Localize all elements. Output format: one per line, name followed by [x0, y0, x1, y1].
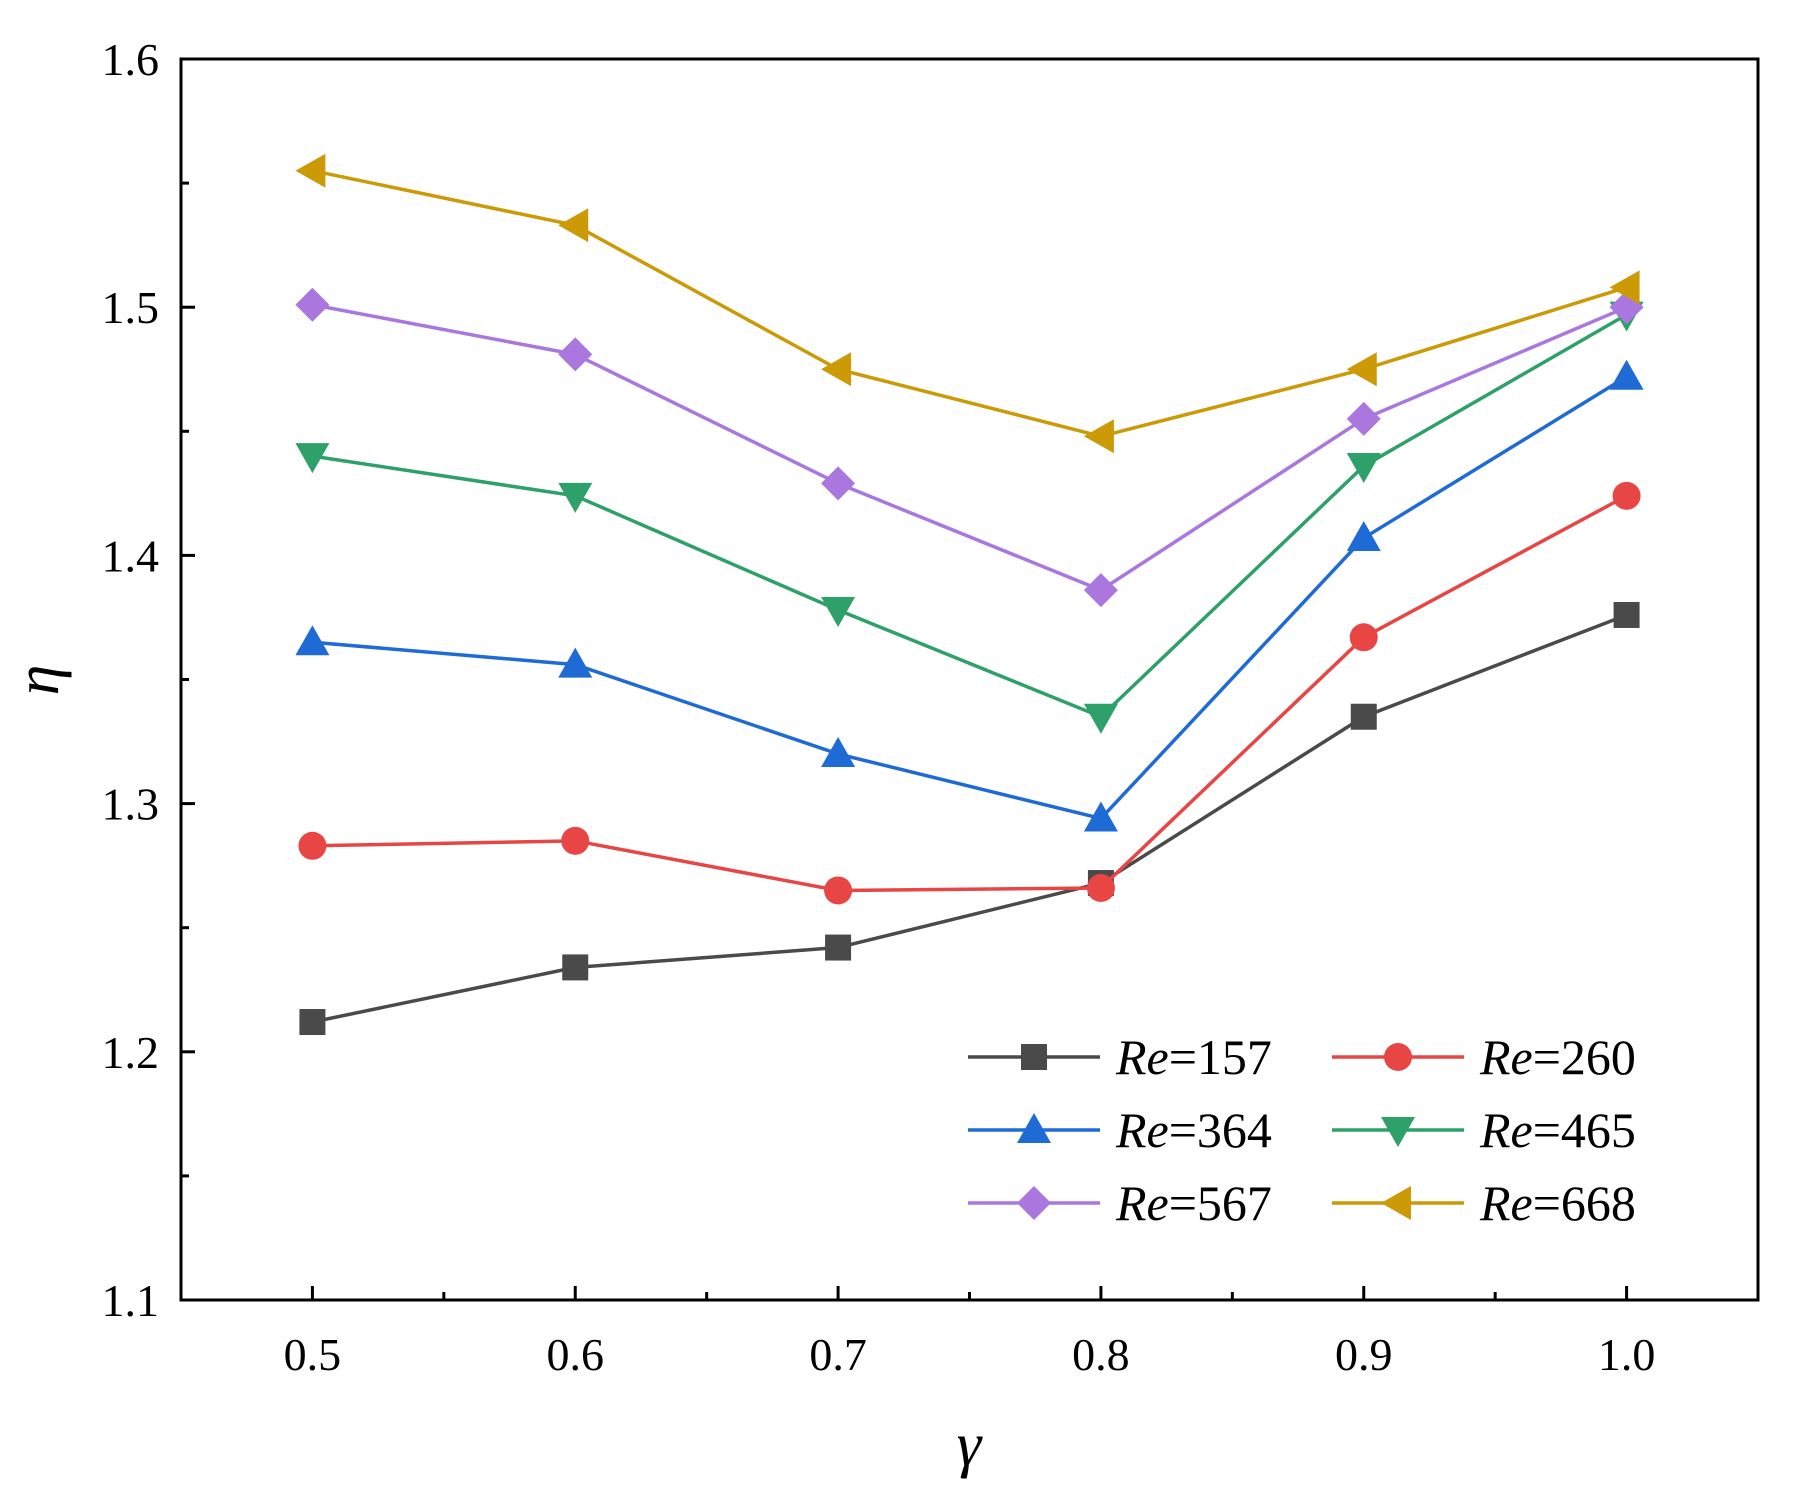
- data-point: [562, 954, 589, 981]
- data-point: [821, 597, 856, 628]
- data-point: [825, 934, 852, 961]
- y-tick-label: 1.3: [102, 779, 160, 830]
- data-point: [299, 1009, 326, 1036]
- legend-item: Re=465: [1332, 1102, 1636, 1158]
- data-point: [295, 153, 326, 188]
- legend-marker: [1381, 1186, 1411, 1220]
- legend-label-value: =465: [1533, 1102, 1636, 1158]
- legend-label: Re=465: [1479, 1102, 1636, 1158]
- data-point: [1609, 270, 1640, 305]
- data-point: [1346, 401, 1381, 436]
- x-tick-label: 0.7: [809, 1329, 867, 1380]
- data-point: [1083, 801, 1118, 832]
- legend-label-value: =364: [1169, 1102, 1272, 1158]
- y-tick-label: 1.1: [102, 1275, 160, 1326]
- data-point: [295, 287, 330, 322]
- data-point: [1349, 623, 1378, 652]
- legend-label-prefix: Re: [1115, 1175, 1169, 1231]
- legend-label-prefix: Re: [1479, 1029, 1533, 1085]
- data-point: [1346, 521, 1381, 552]
- legend-label-prefix: Re: [1479, 1175, 1533, 1231]
- x-axis-title: γ: [957, 1411, 983, 1479]
- series-re-668: [295, 153, 1640, 454]
- series-re-260: [298, 481, 1641, 905]
- series-re-465: [295, 301, 1644, 734]
- series-re-157: [299, 601, 1640, 1036]
- x-tick-label: 1.0: [1598, 1329, 1656, 1380]
- legend-label: Re=567: [1115, 1175, 1272, 1231]
- legend-label-value: =260: [1533, 1029, 1636, 1085]
- data-point: [1350, 703, 1377, 730]
- data-point: [558, 337, 593, 372]
- y-tick-label: 1.5: [102, 282, 160, 333]
- legend-item: Re=157: [968, 1029, 1272, 1085]
- data-point: [1086, 873, 1115, 902]
- data-point: [295, 443, 330, 474]
- data-point: [558, 647, 593, 678]
- data-point: [1609, 359, 1644, 390]
- y-tick-label: 1.6: [102, 34, 160, 85]
- data-point: [1346, 352, 1377, 387]
- legend-label: Re=668: [1479, 1175, 1636, 1231]
- legend-item: Re=260: [1332, 1029, 1636, 1085]
- legend-label-prefix: Re: [1479, 1102, 1533, 1158]
- y-tick-label: 1.4: [102, 530, 160, 581]
- data-point: [1346, 453, 1381, 484]
- data-point: [821, 736, 856, 767]
- legend-label-value: =157: [1169, 1029, 1272, 1085]
- x-tick-label: 0.5: [284, 1329, 342, 1380]
- data-point: [1613, 601, 1640, 628]
- ticks-layer: 0.5 0.6 0.7 0.8 0.9 1.0 1.1 1.2 1.3 1.4 1.5 1.6: [102, 34, 1656, 1380]
- series-line: [312, 313, 1628, 719]
- series-line: [312, 302, 1628, 593]
- legend-label-value: =668: [1533, 1175, 1636, 1231]
- x-tick-label: 0.9: [1335, 1329, 1393, 1380]
- series-layer: [295, 153, 1644, 1036]
- legend-label: Re=157: [1115, 1029, 1272, 1085]
- data-point: [558, 208, 589, 243]
- data-point: [821, 466, 856, 501]
- series-line: [312, 168, 1628, 439]
- legend-item: Re=364: [968, 1102, 1272, 1158]
- y-tick-label: 1.2: [102, 1027, 160, 1078]
- series-re-364: [295, 359, 1644, 832]
- data-point: [295, 625, 330, 656]
- data-point: [1083, 419, 1114, 454]
- legend-marker: [1017, 1113, 1051, 1143]
- data-point: [1083, 573, 1118, 608]
- series-line: [312, 375, 1628, 821]
- data-point: [561, 826, 590, 855]
- legend-label: Re=260: [1479, 1029, 1636, 1085]
- x-tick-label: 0.6: [547, 1329, 605, 1380]
- series-line: [312, 494, 1628, 893]
- y-axis-title: η: [4, 665, 72, 696]
- legend-label-prefix: Re: [1115, 1102, 1169, 1158]
- series-line: [312, 613, 1628, 1024]
- data-point: [824, 876, 853, 905]
- legend-label: Re=364: [1115, 1102, 1272, 1158]
- data-point: [1083, 703, 1118, 734]
- data-point: [1612, 481, 1641, 510]
- legend-item: Re=668: [1332, 1175, 1636, 1231]
- x-tick-label: 0.8: [1072, 1329, 1130, 1380]
- data-point: [558, 482, 593, 513]
- series-re-567: [295, 287, 1644, 608]
- legend-label-prefix: Re: [1115, 1029, 1169, 1085]
- legend-marker: [1381, 1117, 1415, 1147]
- legend-marker: [1017, 1186, 1051, 1220]
- legend-marker: [1021, 1044, 1047, 1070]
- plot-frame: [179, 57, 1760, 1302]
- legend-label-value: =567: [1169, 1175, 1272, 1231]
- legend-marker: [1384, 1043, 1412, 1071]
- legend-item: Re=567: [968, 1175, 1272, 1231]
- data-point: [298, 831, 327, 860]
- data-point: [821, 352, 852, 387]
